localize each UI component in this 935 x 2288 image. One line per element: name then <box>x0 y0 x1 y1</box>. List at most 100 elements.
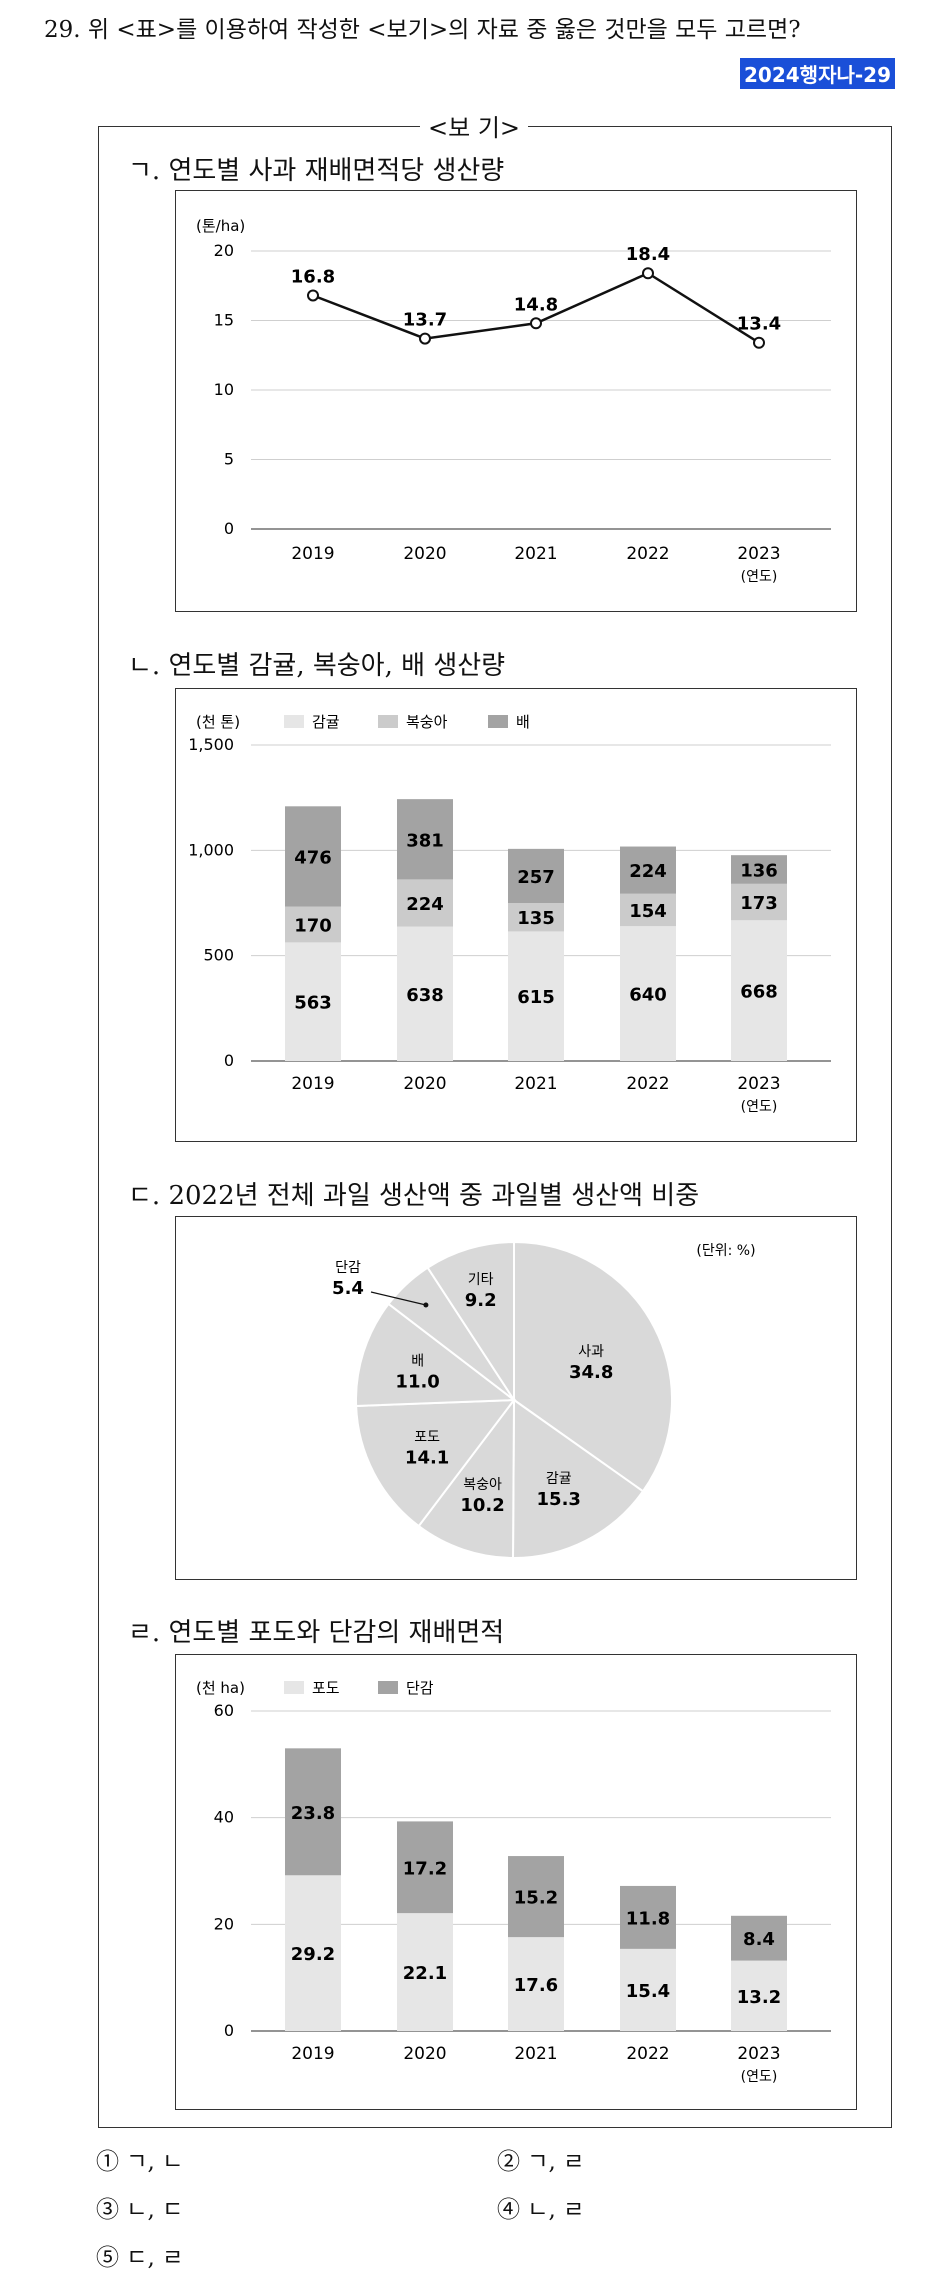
slice-name: 기타 <box>468 1272 494 1288</box>
data-label: 13.4 <box>737 314 781 335</box>
pie-slice <box>355 1398 517 1528</box>
bar-segment <box>397 1913 453 2031</box>
bar-value-label: 173 <box>740 893 778 914</box>
data-label: 16.8 <box>291 266 335 287</box>
stacked-bar-chart-area: (천 ha) 포도 단감 0 20 40 60 29.2 23.8 2019 22.1 17.2 202… <box>196 1679 831 2085</box>
bar-segment <box>285 1875 341 2031</box>
bar-segment <box>508 1937 564 2031</box>
slice-name: 포도 <box>414 1429 440 1445</box>
choice-1[interactable]: ① ㄱ, ㄴ <box>96 2149 184 2175</box>
choice-5[interactable]: ⑤ ㄷ, ㄹ <box>96 2245 184 2271</box>
y-tick-label: 5 <box>224 450 234 469</box>
x-tick-label: 2022 <box>626 544 669 564</box>
bar-segment <box>620 1885 676 1949</box>
slice-name: 단감 <box>335 1260 361 1276</box>
bar-value-label: 563 <box>294 993 332 1014</box>
y-tick-label: 0 <box>224 1051 234 1070</box>
bar-segment <box>285 806 341 907</box>
y-tick-label: 500 <box>203 946 234 965</box>
choice-2[interactable]: ② ㄱ, ㄹ <box>497 2149 585 2175</box>
slice-name: 배 <box>411 1353 424 1369</box>
pie-slice <box>417 1396 516 1560</box>
legend-swatch <box>378 1681 398 1694</box>
x-tick-label: 2019 <box>291 1074 334 1094</box>
choice-4[interactable]: ④ ㄴ, ㄹ <box>497 2197 585 2223</box>
chart-panel-c: (단위: %) 사과 34.8 감귤 15.3 복숭아 10.2 포도 14.1 배 11.0 단감 5… <box>175 1216 857 1580</box>
bar-value-label: 257 <box>517 867 555 888</box>
x-tick-label: 2020 <box>403 544 446 564</box>
x-tick-label: 2021 <box>514 2044 557 2064</box>
bar-value-label: 136 <box>740 861 778 882</box>
bar-segment <box>731 920 787 1061</box>
bar-segment <box>731 1960 787 2031</box>
y-tick-label: 40 <box>214 1808 234 1827</box>
bar-segment <box>620 926 676 1061</box>
bar-segment <box>731 883 787 921</box>
x-tick-label: 2021 <box>514 544 557 564</box>
y-tick-label: 20 <box>214 1914 234 1933</box>
slice-name: 복숭아 <box>463 1477 502 1493</box>
bar-value-label: 23.8 <box>291 1803 335 1824</box>
bar-value-label: 381 <box>406 830 444 851</box>
y-unit-label: (천 톤) <box>196 713 240 731</box>
data-point <box>307 289 319 302</box>
bar-value-label: 154 <box>629 901 667 922</box>
bar-value-label: 17.2 <box>403 1858 447 1879</box>
bar-value-label: 638 <box>406 985 444 1006</box>
slice-value: 5.4 <box>332 1278 364 1299</box>
leader-line <box>370 1291 427 1306</box>
x-tick-label: 2021 <box>514 1074 557 1094</box>
bar-value-label: 17.6 <box>514 1975 558 1996</box>
x-tick-label: 2022 <box>626 2044 669 2064</box>
y-tick-label: 15 <box>214 311 234 330</box>
legend-label: 복숭아 <box>406 713 448 731</box>
bar-value-label: 224 <box>629 861 667 882</box>
pie-chart: (단위: %) 사과 34.8 감귤 15.3 복숭아 10.2 포도 14.1 배 11.0 단감 5… <box>332 1240 756 1560</box>
y-tick-label: 1,500 <box>188 735 234 754</box>
bar-value-label: 15.2 <box>514 1888 558 1909</box>
x-tick-label: 2023 <box>737 544 780 564</box>
bar-segment <box>508 931 564 1061</box>
slice-name: 감귤 <box>546 1471 572 1487</box>
legend-label: 단감 <box>406 1679 434 1697</box>
x-tick-label: 2022 <box>626 1074 669 1094</box>
chart-panel-b: (천 톤) 감귤 복숭아 배 0 500 1,000 1,500 563 170 476 2019 63… <box>175 688 857 1142</box>
bar-segment <box>620 1948 676 2031</box>
bar-value-label: 22.1 <box>403 1963 447 1984</box>
slice-value: 9.2 <box>465 1290 497 1311</box>
x-tick-label: 2019 <box>291 2044 334 2064</box>
legend-label: 포도 <box>312 1679 340 1697</box>
legend-swatch <box>488 715 508 728</box>
section-c-label: ㄷ. 2022년 전체 과일 생산액 중 과일별 생산액 비중 <box>128 1181 700 1211</box>
x-tick-label: 2023 <box>737 2044 780 2064</box>
bogi-title: <보 기> <box>420 108 529 143</box>
section-a-label: ㄱ. 연도별 사과 재배면적당 생산량 <box>128 156 505 186</box>
slice-value: 14.1 <box>405 1447 449 1468</box>
x-unit-label: (연도) <box>741 569 778 585</box>
legend-label: 감귤 <box>312 713 340 731</box>
pie-slice <box>512 1398 645 1559</box>
bar-value-label: 615 <box>517 987 555 1008</box>
bar-segment <box>508 1856 564 1938</box>
bar-segment <box>731 855 787 884</box>
line-chart: (톤/ha) 0 5 10 15 20 16.8 13.7 14.8 18.4 13.4 2019 20… <box>196 217 831 585</box>
y-tick-label: 20 <box>214 241 234 260</box>
chart-panel-d: (천 ha) 포도 단감 0 20 40 60 29.2 23.8 2019 22.1 17.2 202… <box>175 1654 857 2110</box>
data-point <box>419 332 431 345</box>
x-tick-label: 2023 <box>737 1074 780 1094</box>
chart-panel-a: (톤/ha) 0 5 10 15 20 16.8 13.7 14.8 18.4 13.4 2019 20… <box>175 190 857 612</box>
pie-slice <box>513 1240 673 1493</box>
bar-value-label: 29.2 <box>291 1944 335 1965</box>
y-tick-label: 0 <box>224 519 234 538</box>
y-tick-label: 60 <box>214 1701 234 1720</box>
legend-swatch <box>284 1681 304 1694</box>
x-tick-label: 2019 <box>291 544 334 564</box>
bar-value-label: 224 <box>406 894 444 915</box>
legend-label: 배 <box>516 713 530 731</box>
bar-value-label: 11.8 <box>626 1908 670 1929</box>
choice-3[interactable]: ③ ㄴ, ㄷ <box>96 2197 184 2223</box>
bar-value-label: 13.2 <box>737 1987 781 2008</box>
data-label: 13.7 <box>403 310 447 331</box>
bar-value-label: 8.4 <box>743 1929 775 1950</box>
bar-value-label: 15.4 <box>626 1981 670 2002</box>
